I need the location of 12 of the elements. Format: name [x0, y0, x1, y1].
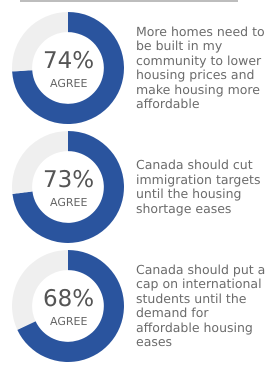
- text: More homes need to be built in my community to lower housing prices and make housing more affordable: [136, 24, 266, 112]
- data-label: 74%: [43, 48, 94, 74]
- text: Canada should cut immigration targets until the housing shortage eases: [136, 157, 262, 216]
- donut-slice: [12, 12, 124, 124]
- slice-label: AGREE: [50, 315, 88, 328]
- data-label: 68%: [43, 286, 94, 312]
- slice-label: AGREE: [50, 196, 88, 209]
- text: Canada should put a cap on international students until the demand for affordable housing eases: [136, 262, 266, 350]
- donut-slice: [17, 250, 124, 362]
- data-label: 73%: [43, 167, 94, 193]
- slice-label: AGREE: [50, 77, 88, 90]
- donut-slice: [12, 131, 124, 243]
